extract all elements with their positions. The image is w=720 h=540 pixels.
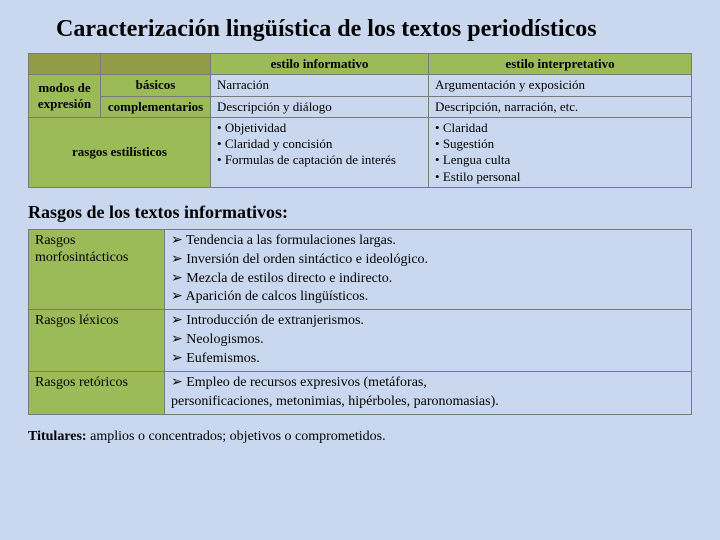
t1-basicos: básicos — [101, 75, 211, 96]
titulares-bold: Titulares: — [28, 429, 87, 444]
t1-rasgos-estilisticos: rasgos estilísticos — [29, 117, 211, 187]
t1-head-informativo: estilo informativo — [211, 54, 429, 75]
t1-complementarios: complementarios — [101, 96, 211, 117]
titulares-line: Titulares: amplios o concentrados; objet… — [28, 429, 692, 445]
t1-modos-expresion: modos de expresión — [29, 75, 101, 118]
t1-argumentacion: Argumentación y exposición — [429, 75, 692, 96]
t2-r1-label: Rasgos morfosintácticos — [29, 229, 165, 310]
t1-blank-a — [29, 54, 101, 75]
t1-bullet: Sugestión — [435, 136, 685, 152]
t2-r2-label: Rasgos léxicos — [29, 310, 165, 372]
arrow-item: Aparición de calcos lingüísticos. — [171, 288, 685, 307]
arrow-item: Eufemismos. — [171, 350, 685, 369]
t1-rasgos-right: Claridad Sugestión Lengua culta Estilo p… — [429, 117, 692, 187]
t2-r3-items: ➢ Empleo de recursos expresivos (metáfor… — [165, 371, 692, 414]
t1-bullet: Claridad y concisión — [217, 136, 422, 152]
arrow-item: Tendencia a las formulaciones largas. — [171, 232, 685, 251]
t2-r2-items: Introducción de extranjerismos. Neologis… — [165, 310, 692, 372]
arrow-item: Empleo de recursos expresivos (metáforas… — [186, 375, 427, 390]
page-title: Caracterización lingüística de los texto… — [56, 16, 692, 43]
titulares-rest: amplios o concentrados; objetivos o comp… — [87, 429, 386, 444]
t1-bullet: Claridad — [435, 120, 685, 136]
t1-head-interpretativo: estilo interpretativo — [429, 54, 692, 75]
arrow-item: Neologismos. — [171, 331, 685, 350]
t2-r3-label: Rasgos retóricos — [29, 371, 165, 414]
t1-descripcion-dialogo: Descripción y diálogo — [211, 96, 429, 117]
arrow-inline: ➢ — [171, 375, 186, 390]
t1-bullet: Lengua culta — [435, 152, 685, 168]
characterization-table: estilo informativo estilo interpretativo… — [28, 53, 692, 188]
t1-descripcion-narracion: Descripción, narración, etc. — [429, 96, 692, 117]
section-title: Rasgos de los textos informativos: — [28, 202, 692, 223]
t2-r1-items: Tendencia a las formulaciones largas. In… — [165, 229, 692, 310]
t1-blank-b — [101, 54, 211, 75]
t1-narracion: Narración — [211, 75, 429, 96]
rasgos-table: Rasgos morfosintácticos Tendencia a las … — [28, 229, 692, 415]
arrow-item: Inversión del orden sintáctico e ideológ… — [171, 251, 685, 270]
cont-line: personificaciones, metonimias, hipérbole… — [171, 394, 499, 409]
t1-bullet: Estilo personal — [435, 169, 685, 185]
arrow-item: Mezcla de estilos directo e indirecto. — [171, 270, 685, 289]
t1-bullet: Formulas de captación de interés — [217, 152, 422, 168]
arrow-item: Introducción de extranjerismos. — [171, 312, 685, 331]
t1-rasgos-left: Objetividad Claridad y concisión Formula… — [211, 117, 429, 187]
t1-bullet: Objetividad — [217, 120, 422, 136]
